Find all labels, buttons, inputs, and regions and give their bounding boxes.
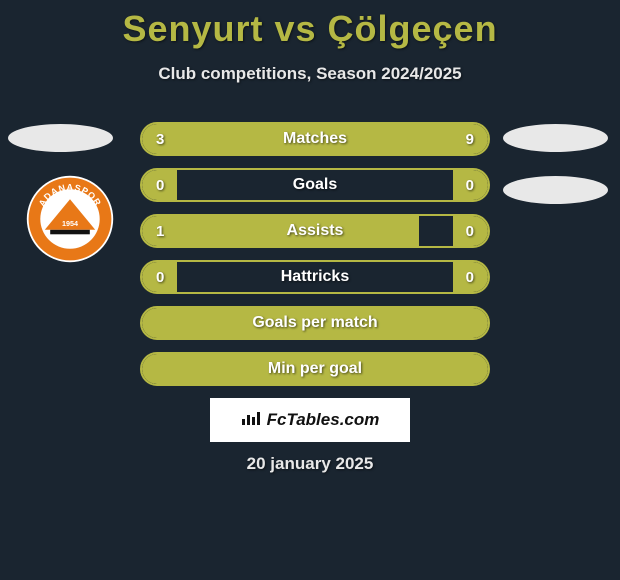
stat-row: Goals per match	[140, 306, 490, 340]
stat-value-left: 0	[156, 170, 164, 200]
stat-row: Hattricks0 0	[140, 260, 490, 294]
stat-label: Hattricks	[142, 262, 488, 292]
stat-label: Matches	[142, 124, 488, 154]
club-left-badge: ADANASPOR 1954	[25, 174, 115, 264]
stat-value-left: 0	[156, 262, 164, 292]
stat-label: Goals per match	[142, 308, 488, 338]
stat-value-left: 1	[156, 216, 164, 246]
badge-year: 1954	[62, 219, 78, 228]
stat-row: Assists1 0	[140, 214, 490, 248]
chart-icon	[241, 410, 261, 431]
stat-value-right: 0	[466, 262, 474, 292]
club-right-placeholder	[503, 176, 608, 204]
branding-box: FcTables.com	[210, 398, 410, 442]
stat-value-left: 3	[156, 124, 164, 154]
stat-value-right: 0	[466, 170, 474, 200]
stat-row: Matches3 9	[140, 122, 490, 156]
stat-row: Goals0 0	[140, 168, 490, 202]
stat-label: Min per goal	[142, 354, 488, 384]
stat-row: Min per goal	[140, 352, 490, 386]
stat-value-right: 0	[466, 216, 474, 246]
page-title: Senyurt vs Çölgeçen	[0, 0, 620, 50]
stat-value-right: 9	[466, 124, 474, 154]
player-right-placeholder	[503, 124, 608, 152]
stat-label: Goals	[142, 170, 488, 200]
player-left-placeholder	[8, 124, 113, 152]
branding-text: FcTables.com	[267, 410, 380, 430]
date-text: 20 january 2025	[0, 454, 620, 474]
adanaspor-badge-icon: ADANASPOR 1954	[25, 174, 115, 264]
stat-label: Assists	[142, 216, 488, 246]
stats-bars: Matches39Goals00Assists10Hattricks00Goal…	[140, 122, 490, 398]
page-subtitle: Club competitions, Season 2024/2025	[0, 64, 620, 84]
